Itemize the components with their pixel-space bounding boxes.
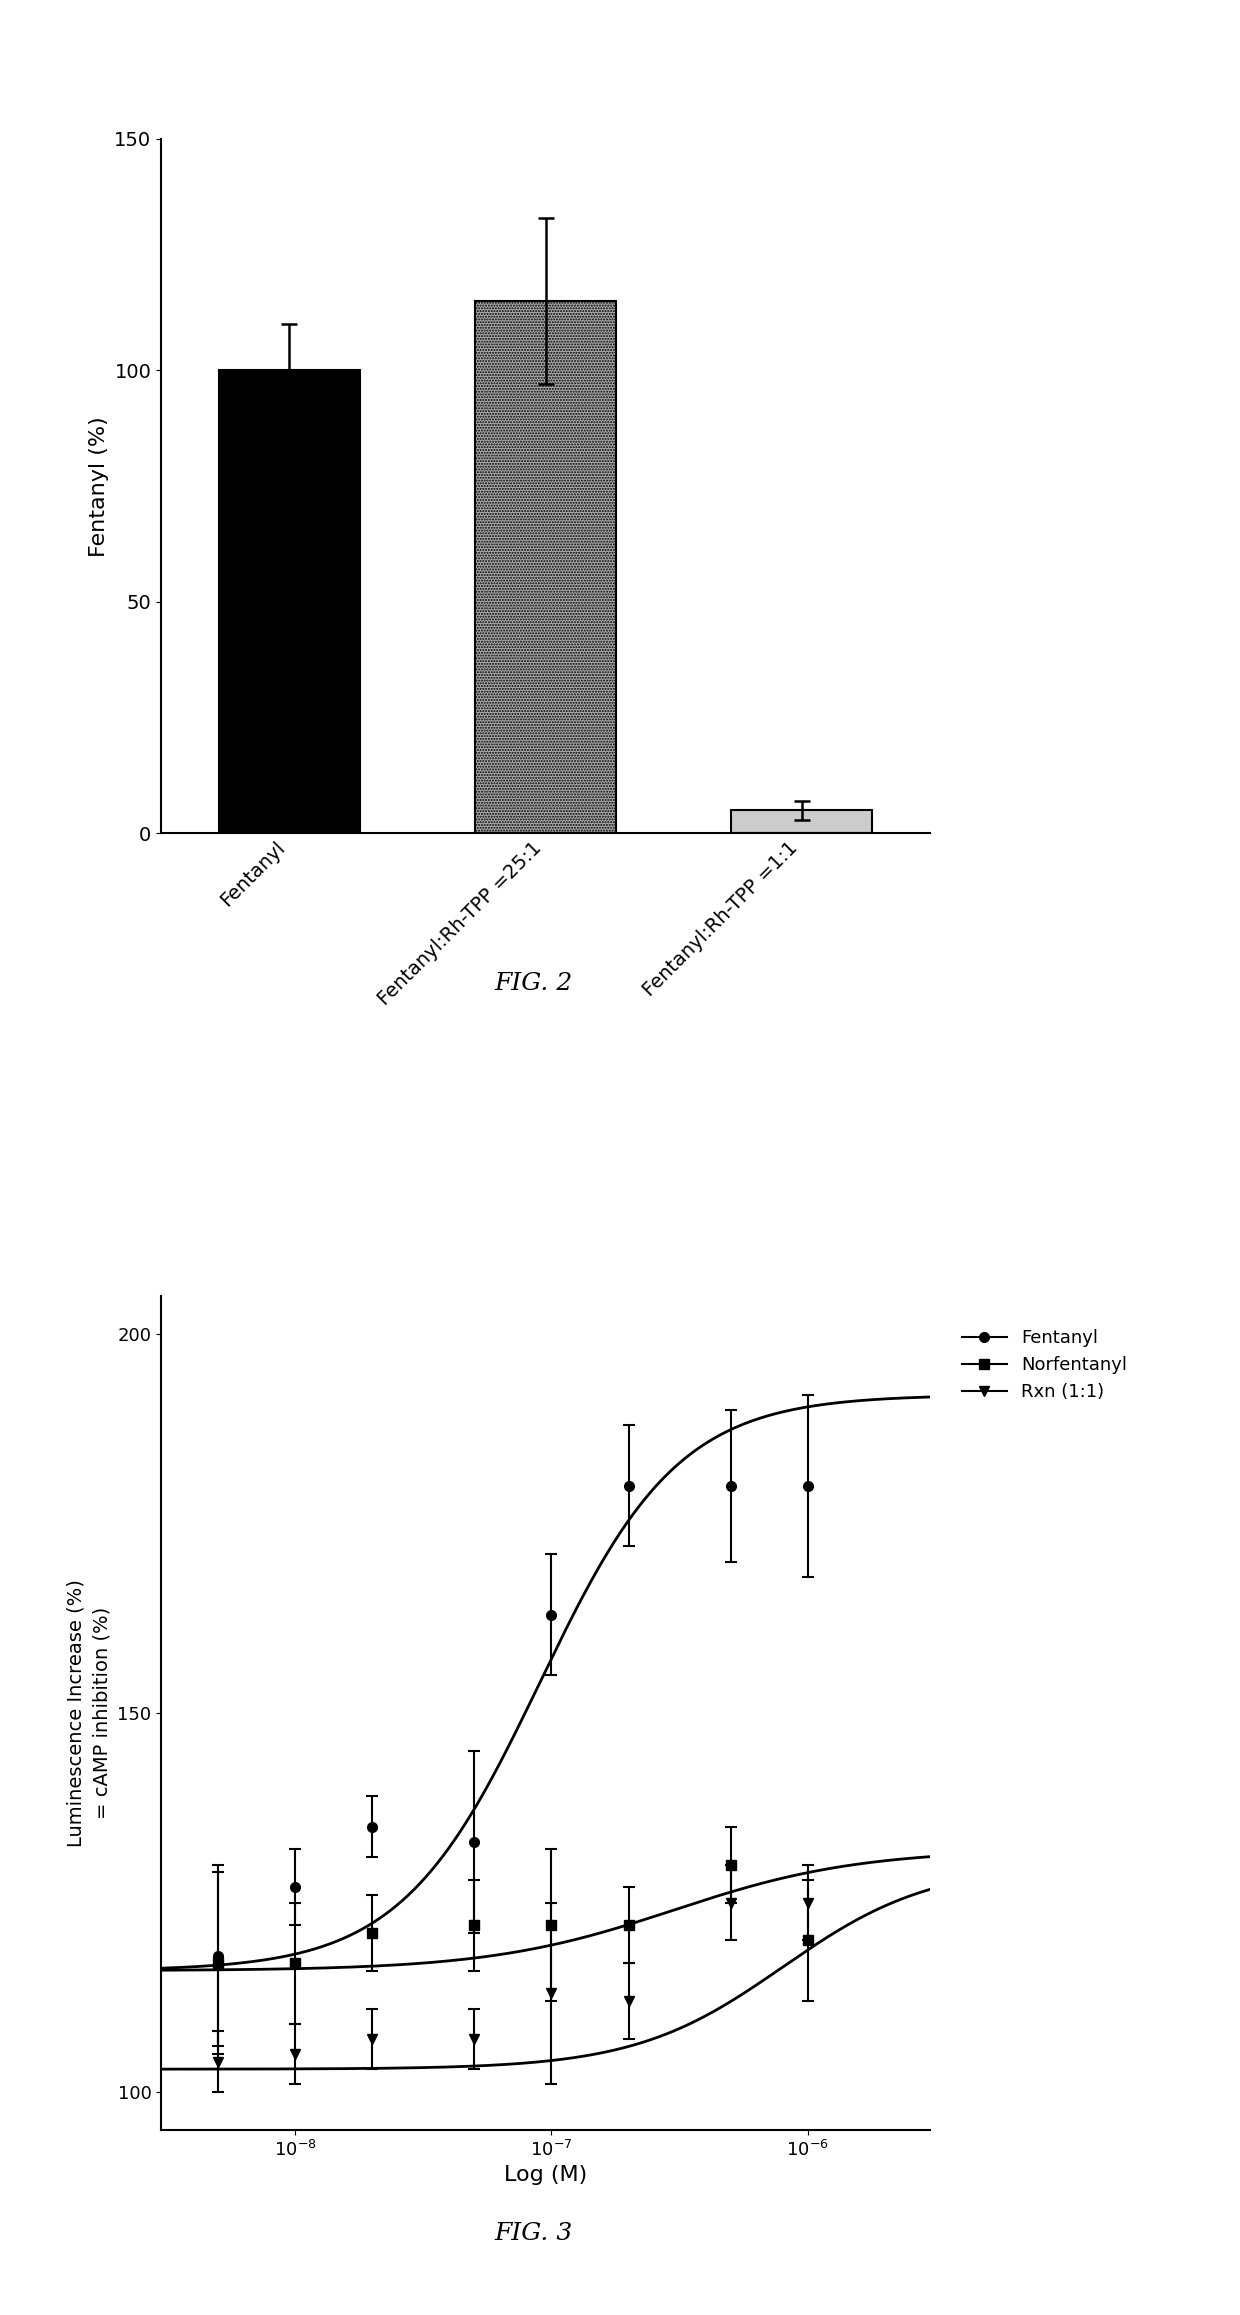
Legend: Fentanyl, Norfentanyl, Rxn (1:1): Fentanyl, Norfentanyl, Rxn (1:1): [955, 1322, 1135, 1408]
Text: FIG. 3: FIG. 3: [494, 2222, 573, 2246]
Bar: [219, 370, 360, 833]
Y-axis label: Luminescence Increase (%)
= cAMP inhibition (%): Luminescence Increase (%) = cAMP inhibit…: [66, 1579, 112, 1847]
Y-axis label: Fentanyl (%): Fentanyl (%): [89, 417, 109, 556]
Bar: [732, 810, 873, 833]
Bar: [475, 301, 616, 833]
X-axis label: Log (M): Log (M): [503, 2165, 588, 2185]
Text: FIG. 2: FIG. 2: [494, 972, 573, 995]
